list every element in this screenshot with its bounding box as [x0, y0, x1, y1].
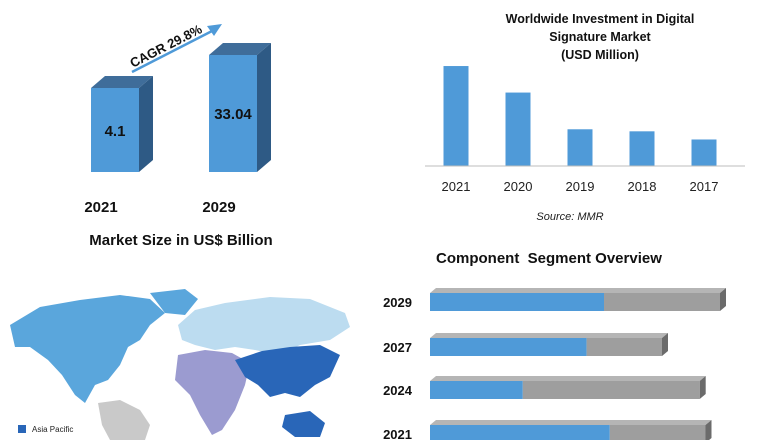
map-greenland [150, 289, 198, 315]
bar-2029-value: 33.04 [214, 106, 252, 123]
segment-label-2021: 2021 [383, 427, 412, 440]
investment-chart: Worldwide Investment in Digital Signatur… [425, 12, 745, 223]
cagr-label: CAGR 29.8% [127, 21, 204, 70]
legend-asia-pacific-swatch [18, 425, 26, 433]
bar-2021-year: 2021 [84, 199, 117, 216]
segment-row-2021-side [705, 420, 712, 440]
legend-asia-pacific-label: Asia Pacific [32, 425, 73, 434]
segment-row-2029-top [430, 288, 726, 293]
map-north-america [10, 295, 165, 403]
segment-title: Component Segment Overview [436, 250, 662, 267]
market-size-caption: Market Size in US$ Billion [89, 232, 272, 249]
segment-chart: 2029 2027 2024 2021 [383, 288, 726, 440]
segment-row-2024-top [430, 376, 706, 381]
map-south-america [98, 400, 150, 440]
segment-row-2029-side [720, 288, 726, 311]
map-africa [175, 350, 250, 435]
investment-tick-2020: 2020 [504, 179, 533, 194]
segment-row-2027-series-2 [586, 338, 662, 356]
segment-row-2024-series-2 [522, 381, 700, 399]
bar-2029-side [257, 43, 271, 172]
segment-label-2029: 2029 [383, 295, 412, 310]
bar-2021-top [91, 76, 153, 88]
segment-row-2027-top [430, 333, 668, 338]
investment-title-line-1: Worldwide Investment in Digital [506, 12, 695, 26]
segment-row-2021-top [430, 420, 712, 425]
segment-row-2021-series-1 [430, 425, 610, 440]
bar-2021-value: 4.1 [105, 123, 126, 140]
investment-tick-2018: 2018 [628, 179, 657, 194]
investment-bar-2018 [629, 131, 655, 166]
investment-source: Source: MMR [536, 211, 603, 223]
investment-tick-2021: 2021 [442, 179, 471, 194]
world-map: Asia Pacific [10, 289, 350, 440]
investment-bar-2019 [567, 129, 593, 166]
map-europe [178, 297, 350, 355]
investment-bar-2021 [443, 66, 469, 166]
bar-2021-front [91, 88, 139, 172]
bar-2029-front [209, 55, 257, 172]
investment-title-line-3: (USD Million) [561, 48, 639, 62]
cagr-arrow-line [131, 28, 215, 74]
segment-row-2024-series-1 [430, 381, 523, 399]
investment-title-line-2: Signature Market [549, 30, 651, 44]
bar-2021-side [139, 76, 153, 172]
map-asia-pacific [235, 345, 340, 397]
segment-row-2024-side [699, 376, 706, 399]
segment-row-2027-series-1 [430, 338, 587, 356]
segment-row-2029-series-2 [604, 293, 720, 311]
segment-label-2024: 2024 [383, 383, 413, 398]
investment-bar-2020 [505, 92, 531, 166]
segment-row-2021-series-2 [609, 425, 706, 440]
segment-row-2027-side [662, 333, 668, 356]
bar-2029-year: 2029 [202, 199, 235, 216]
bar-2029-top [209, 43, 271, 55]
map-australia [282, 411, 325, 437]
investment-bar-2017 [691, 139, 717, 166]
investment-tick-2019: 2019 [566, 179, 595, 194]
market-size-chart: 4.1 33.04 CAGR 29.8% 2021 2029 Market Si… [84, 21, 272, 249]
cagr-arrow-head [207, 24, 222, 36]
segment-label-2027: 2027 [383, 340, 412, 355]
investment-tick-2017: 2017 [690, 179, 719, 194]
segment-row-2029-series-1 [430, 293, 604, 311]
